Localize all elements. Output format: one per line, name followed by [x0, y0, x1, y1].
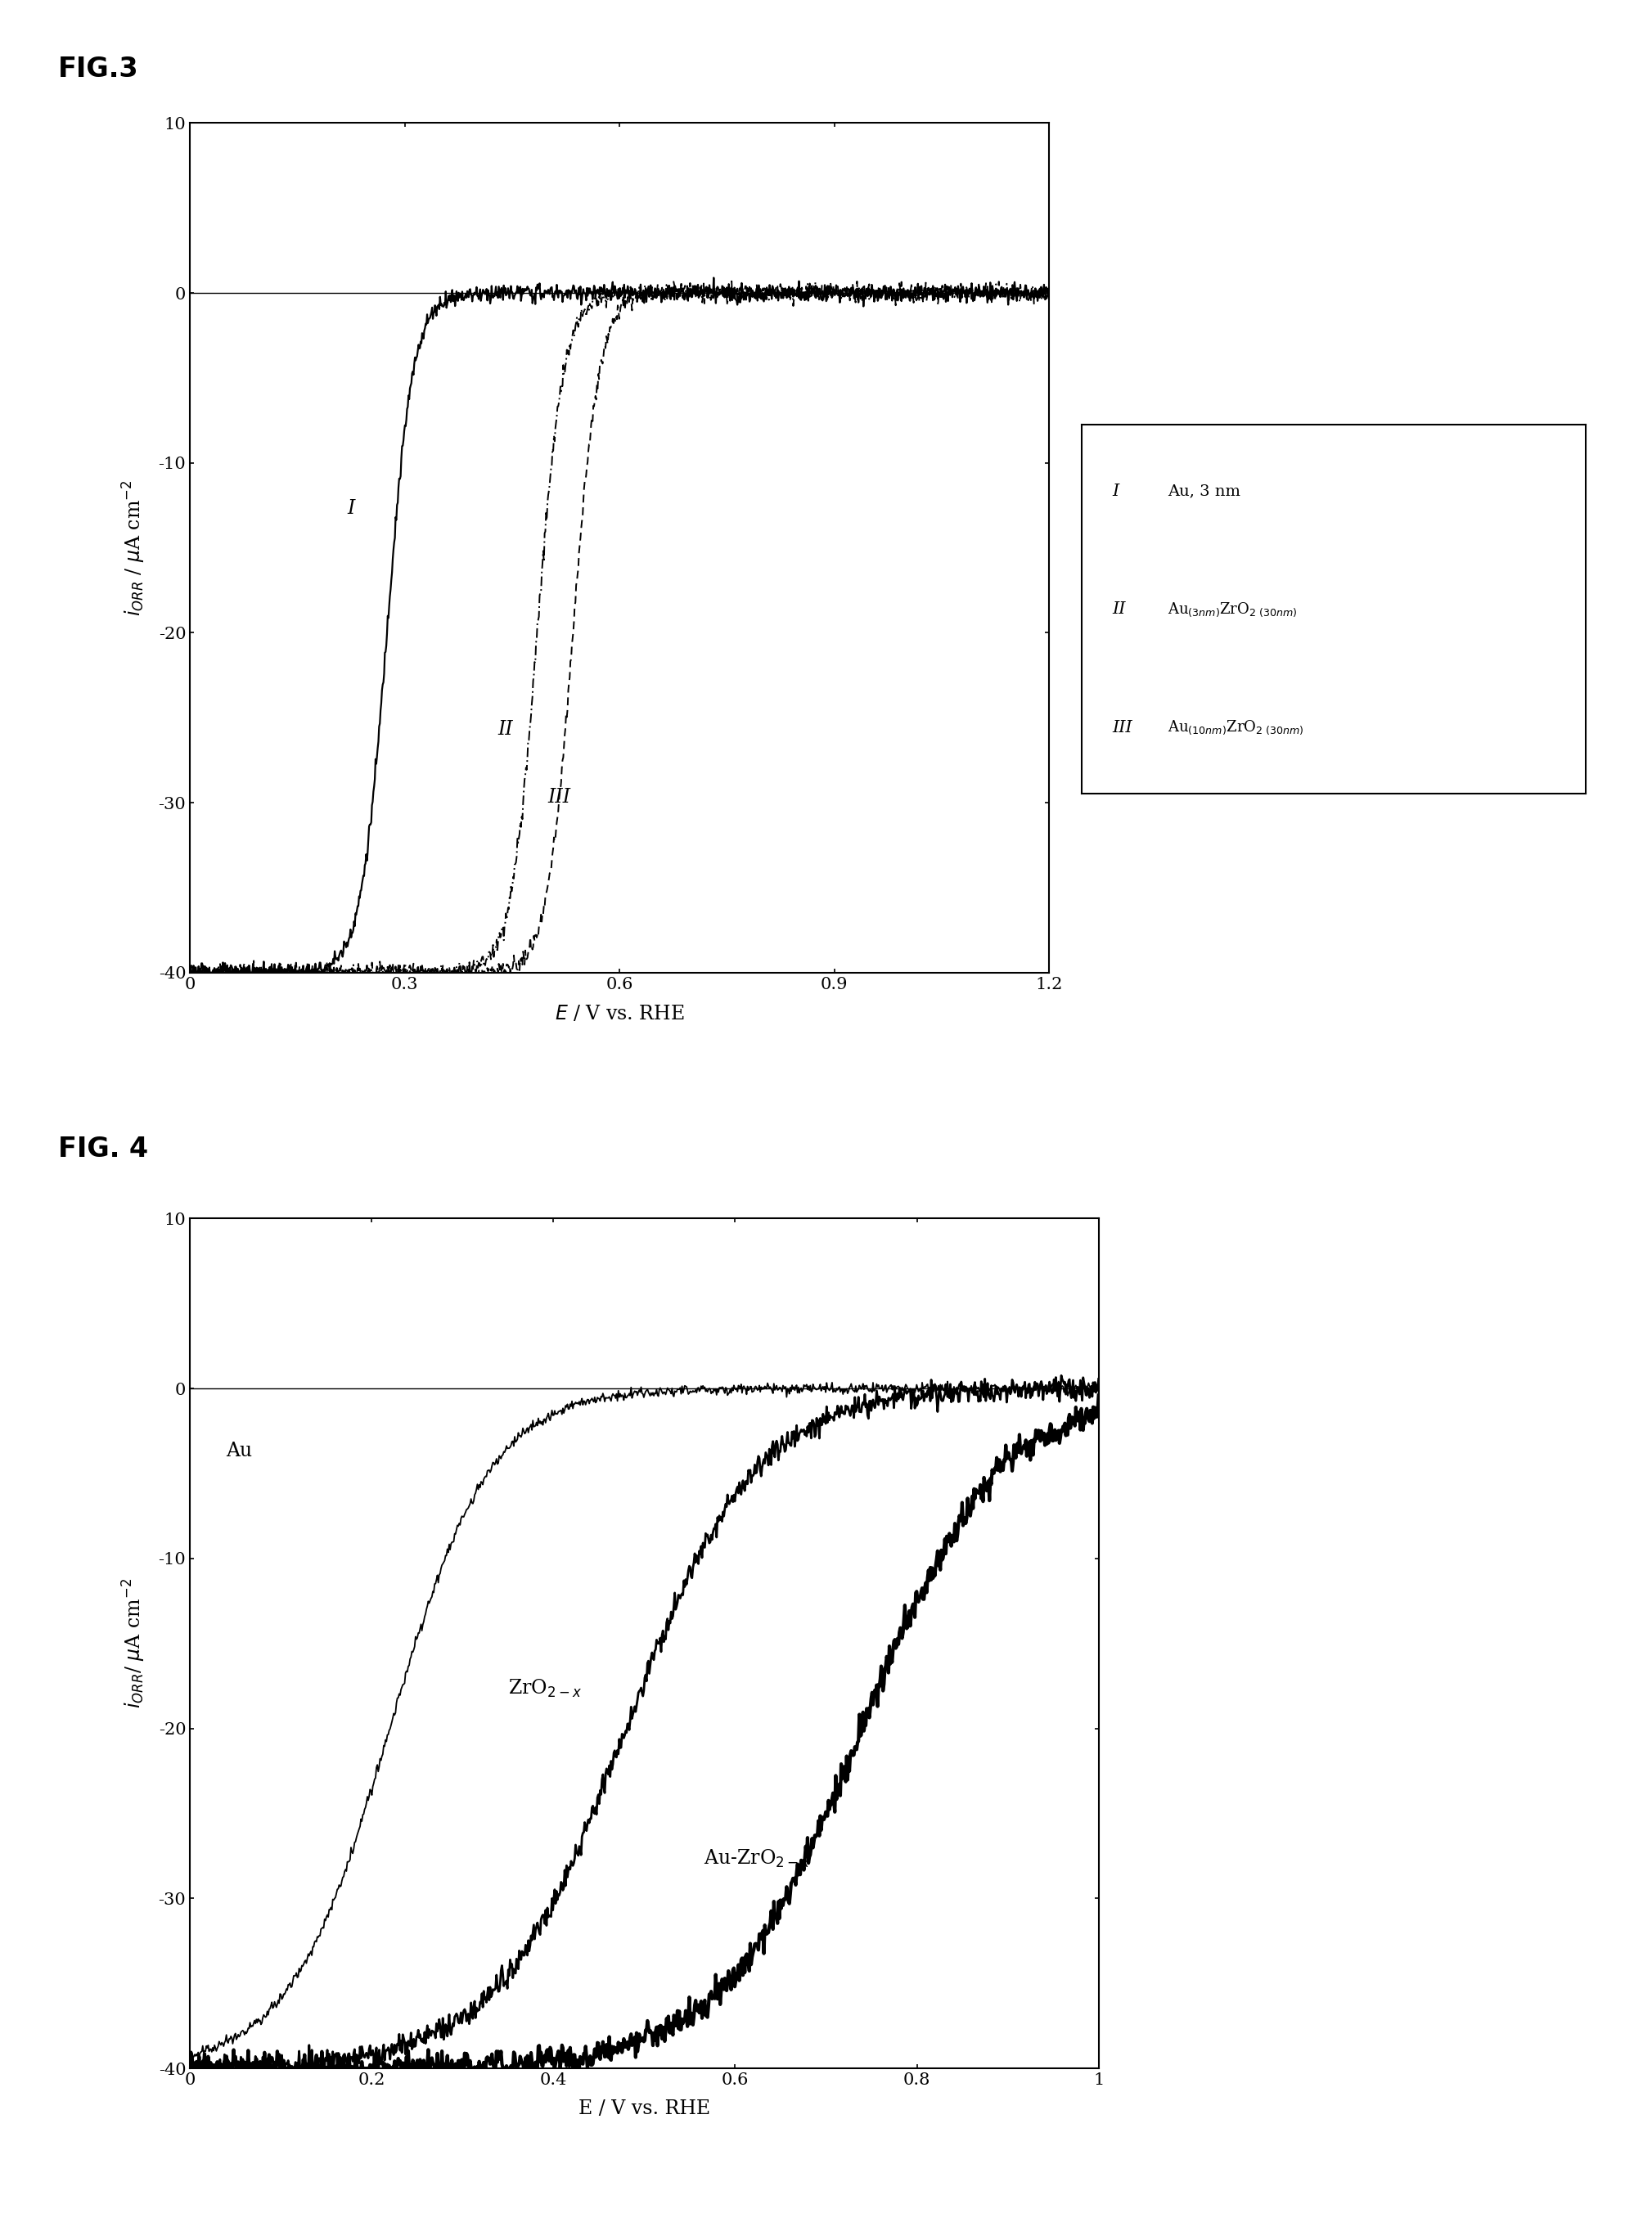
Y-axis label: $i_{ORR}$ / $\mu$A cm$^{-2}$: $i_{ORR}$ / $\mu$A cm$^{-2}$: [121, 481, 147, 615]
Text: FIG.3: FIG.3: [58, 56, 139, 83]
Text: II: II: [1112, 601, 1125, 617]
Text: ZrO$_{2-x}$: ZrO$_{2-x}$: [509, 1677, 582, 1699]
X-axis label: E / V vs. RHE: E / V vs. RHE: [578, 2100, 710, 2117]
Text: III: III: [548, 787, 572, 807]
X-axis label: $E$ / V vs. RHE: $E$ / V vs. RHE: [555, 1004, 684, 1024]
Text: Au, 3 nm: Au, 3 nm: [1168, 483, 1241, 499]
Text: II: II: [497, 720, 514, 738]
Text: FIG. 4: FIG. 4: [58, 1136, 149, 1163]
Text: I: I: [1112, 483, 1118, 499]
Text: I: I: [347, 499, 355, 519]
Text: Au$_{(3nm)}$ZrO$_{2\ (30nm)}$: Au$_{(3nm)}$ZrO$_{2\ (30nm)}$: [1168, 601, 1297, 617]
Text: Au-ZrO$_{2-x}$: Au-ZrO$_{2-x}$: [704, 1847, 809, 1869]
Text: III: III: [1112, 720, 1133, 736]
Text: Au$_{(10nm)}$ZrO$_{2\ (30nm)}$: Au$_{(10nm)}$ZrO$_{2\ (30nm)}$: [1168, 718, 1303, 736]
Text: Au: Au: [226, 1442, 253, 1460]
Y-axis label: $i_{ORR}$/ $\mu$A cm$^{-2}$: $i_{ORR}$/ $\mu$A cm$^{-2}$: [121, 1579, 147, 1708]
